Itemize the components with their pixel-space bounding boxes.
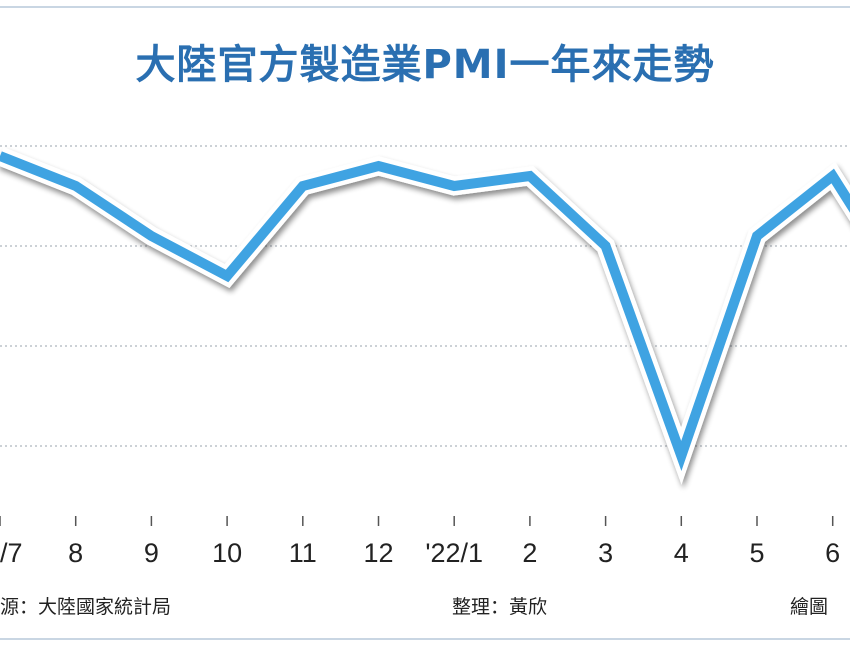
top-border — [0, 6, 850, 8]
x-tick-label-5: 12 — [363, 538, 393, 568]
gridlines — [0, 145, 850, 447]
artist-credit: 繪圖 — [790, 596, 829, 618]
series-line-outline — [0, 147, 850, 485]
x-tick-label-3: 10 — [212, 538, 242, 568]
x-tick-label-9: 4 — [674, 538, 689, 568]
x-tick-label-4: 11 — [289, 538, 317, 568]
source-note: 源：大陸國家統計局 — [0, 596, 172, 618]
x-tick-label-11: 6 — [825, 538, 840, 568]
x-tick-label-0: /7 — [0, 538, 23, 568]
x-tick-label-2: 9 — [144, 538, 159, 568]
bottom-border — [0, 638, 850, 640]
editor-credit: 整理：黃欣 — [452, 596, 548, 618]
x-tick-label-1: 8 — [68, 538, 83, 568]
x-tick-label-8: 3 — [598, 538, 613, 568]
x-tick-label-7: 2 — [522, 538, 537, 568]
x-tick-label-6: '22/1 — [425, 538, 483, 568]
x-tick-label-10: 5 — [749, 538, 764, 568]
chart-title: 大陸官方製造業PMI一年來走勢 — [135, 42, 715, 88]
series-line — [0, 151, 850, 472]
series-pmi — [0, 147, 850, 485]
